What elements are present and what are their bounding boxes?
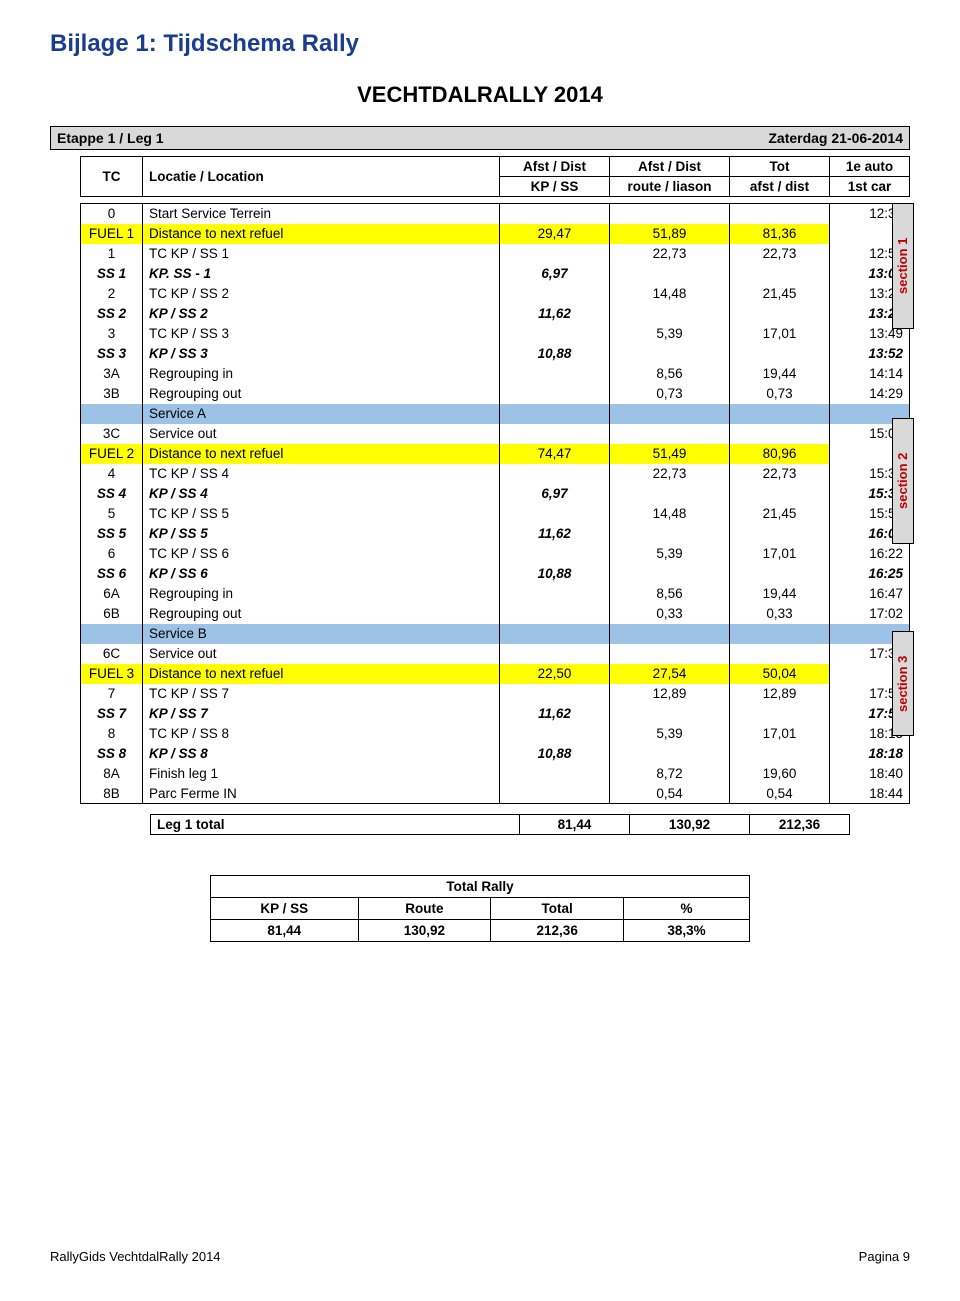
schedule-wrap: section 1section 2section 3 0Start Servi… [50,203,910,804]
table-row: 6CService out17:37 [81,644,910,664]
etappe-bar: Etappe 1 / Leg 1 Zaterdag 21-06-2014 [50,126,910,150]
leg-total-table: Leg 1 total 81,44 130,92 212,36 [150,814,850,835]
col-auto2: 1st car [830,177,910,197]
table-row: 0Start Service Terrein12:31 [81,204,910,224]
leg-total-label: Leg 1 total [151,815,520,835]
table-row: 7TC KP / SS 712,8912,8917:52 [81,684,910,704]
footer: RallyGids VechtdalRally 2014 Pagina 9 [50,1249,910,1264]
table-row: SS 6KP / SS 610,8816:25 [81,564,910,584]
table-row: SS 4KP / SS 46,9715:33 [81,484,910,504]
table-row: SS 7KP / SS 711,6217:55 [81,704,910,724]
table-row: SS 8KP / SS 810,8818:18 [81,744,910,764]
table-row: 8TC KP / SS 85,3917,0118:15 [81,724,910,744]
col-kp1: Afst / Dist [500,157,610,177]
table-row: 8BParc Ferme IN0,540,5418:44 [81,784,910,804]
col-auto1: 1e auto [830,157,910,177]
table-row: 3BRegrouping out0,730,7314:29 [81,384,910,404]
table-row: 1TC KP / SS 122,7322,7312:57 [81,244,910,264]
table-row: 4TC KP / SS 422,7322,7315:30 [81,464,910,484]
leg-total-kp: 81,44 [520,815,630,835]
table-row: 6ARegrouping in8,5619,4416:47 [81,584,910,604]
total-rally-value: 212,36 [491,920,624,942]
table-row: SS 2KP / SS 211,6213:29 [81,304,910,324]
col-tot2: afst / dist [730,177,830,197]
table-row: FUEL 1Distance to next refuel29,4751,898… [81,224,910,244]
total-rally-header: KP / SS [211,898,359,920]
col-kp2: KP / SS [500,177,610,197]
table-row: FUEL 3Distance to next refuel22,5027,545… [81,664,910,684]
total-rally-header: Total [491,898,624,920]
total-rally-value: 81,44 [211,920,359,942]
page-title: Bijlage 1: Tijdschema Rally [50,30,910,58]
table-row: 3CService out15:04 [81,424,910,444]
table-row: Service A [81,404,910,424]
column-header-table: TC Locatie / Location Afst / Dist Afst /… [80,156,910,197]
table-row: 3TC KP / SS 35,3917,0113:49 [81,324,910,344]
table-row: 6BRegrouping out0,330,3317:02 [81,604,910,624]
section-label: section 3 [892,631,914,736]
etappe-right: Zaterdag 21-06-2014 [768,130,903,146]
section-label: section 2 [892,418,914,544]
leg-total-rl: 130,92 [630,815,750,835]
table-row: 6TC KP / SS 65,3917,0116:22 [81,544,910,564]
col-rl2: route / liason [610,177,730,197]
section-label: section 1 [892,203,914,329]
footer-left: RallyGids VechtdalRally 2014 [50,1249,221,1264]
footer-right: Pagina 9 [859,1249,910,1264]
table-row: Service B [81,624,910,644]
total-rally-header: % [624,898,750,920]
table-row: FUEL 2Distance to next refuel74,4751,498… [81,444,910,464]
schedule-table: 0Start Service Terrein12:31FUEL 1Distanc… [80,203,910,804]
col-loc: Locatie / Location [143,157,500,197]
table-row: SS 3KP / SS 310,8813:52 [81,344,910,364]
table-row: 3ARegrouping in8,5619,4414:14 [81,364,910,384]
total-rally-table: Total Rally KP / SSRouteTotal% 81,44130,… [210,875,750,942]
rally-title: VECHTDALRALLY 2014 [50,82,910,108]
col-rl1: Afst / Dist [610,157,730,177]
col-tot1: Tot [730,157,830,177]
col-tc: TC [81,157,143,197]
leg-total-tot: 212,36 [750,815,850,835]
total-rally-value: 38,3% [624,920,750,942]
table-row: SS 1KP. SS - 16,9713:00 [81,264,910,284]
total-rally-value: 130,92 [358,920,491,942]
etappe-left: Etappe 1 / Leg 1 [57,130,164,146]
table-row: 8AFinish leg 18,7219,6018:40 [81,764,910,784]
table-row: 5TC KP / SS 514,4821,4515:59 [81,504,910,524]
total-rally-title: Total Rally [211,876,750,898]
table-row: 2TC KP / SS 214,4821,4513:26 [81,284,910,304]
total-rally-header: Route [358,898,491,920]
page: Bijlage 1: Tijdschema Rally VECHTDALRALL… [0,0,960,1280]
table-row: SS 5KP / SS 511,6216:02 [81,524,910,544]
